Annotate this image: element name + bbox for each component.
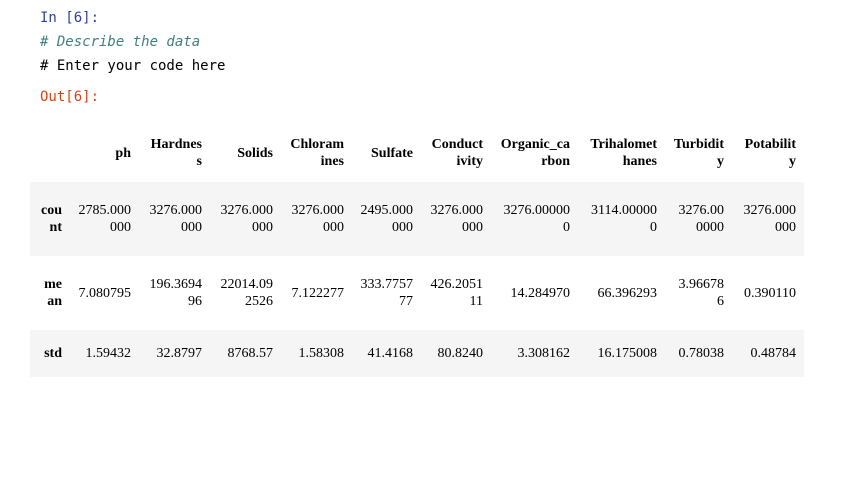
- row-label: mean: [44, 277, 62, 309]
- table-cell: 2495.000000: [360, 203, 414, 235]
- table-cell: 333.775777: [360, 277, 414, 309]
- table-cell: 3276.000000: [149, 203, 203, 235]
- column-header: Trihalomethanes: [590, 137, 657, 169]
- table-cell: 7.080795: [78, 285, 132, 301]
- column-header: Chloramines: [290, 137, 344, 169]
- column-header: Solids: [237, 145, 273, 161]
- column-header: ph: [115, 145, 131, 161]
- column-header: Potability: [744, 137, 796, 169]
- table-cell: 3276.000000: [430, 203, 484, 235]
- table-cell: 3.308162: [517, 346, 571, 361]
- table-cell: 3276.000000: [220, 203, 274, 235]
- row-label: std: [44, 346, 62, 361]
- table-row: count 2785.000000 3276.000000 3276.00000…: [30, 182, 804, 256]
- table-cell: 1.59432: [85, 346, 132, 361]
- column-header: Sulfate: [371, 145, 413, 161]
- table-cell: 1.58308: [298, 346, 345, 361]
- code-line[interactable]: # Enter your code here: [40, 58, 226, 74]
- column-header: Organic_carbon: [500, 137, 570, 169]
- describe-output-table: ph Hardness Solids Chloramines Sulfate C…: [30, 124, 804, 377]
- table-cell: 7.122277: [291, 285, 345, 301]
- input-prompt: In [6]:: [40, 10, 100, 26]
- table-cell: 32.8797: [156, 346, 203, 361]
- table-cell: 66.396293: [597, 285, 658, 301]
- table-cell: 2785.000000: [78, 203, 132, 235]
- table-cell: 3276.000000: [743, 203, 797, 235]
- code-comment-line[interactable]: # Describe the data: [40, 34, 201, 50]
- table-cell: 3276.000000: [503, 203, 571, 235]
- table-row: std 1.59432 32.8797 8768.57 1.58308 41.4…: [30, 330, 804, 377]
- table-cell: 3114.000000: [591, 203, 657, 235]
- table-cell: 3276.000000: [291, 203, 345, 235]
- table-cell: 16.175008: [597, 346, 658, 361]
- describe-output-table-container: ph Hardness Solids Chloramines Sulfate C…: [30, 124, 804, 377]
- table-header-row: ph Hardness Solids Chloramines Sulfate C…: [30, 124, 804, 182]
- table-row: mean 7.080795 196.369496 22014.092526 7.…: [30, 256, 804, 330]
- table-cell: 3276.000000: [678, 203, 725, 235]
- table-cell: 3.966786: [678, 277, 725, 309]
- table-cell: 426.205111: [430, 277, 484, 309]
- table-cell: 22014.092526: [220, 277, 274, 309]
- column-header: Hardness: [150, 137, 202, 169]
- table-cell: 41.4168: [367, 346, 414, 361]
- output-prompt: Out[6]:: [40, 89, 100, 105]
- column-header-index: [30, 124, 70, 182]
- table-cell: 80.8240: [437, 346, 484, 361]
- row-label: count: [41, 203, 62, 235]
- table-cell: 0.390110: [744, 285, 796, 301]
- table-cell: 0.78038: [678, 346, 725, 361]
- table-cell: 196.369496: [149, 277, 203, 309]
- table-cell: 8768.57: [227, 346, 274, 361]
- table-cell: 0.48784: [750, 346, 797, 361]
- column-header: Conductivity: [431, 137, 483, 169]
- table-cell: 14.284970: [510, 285, 571, 301]
- column-header: Turbidity: [673, 137, 724, 169]
